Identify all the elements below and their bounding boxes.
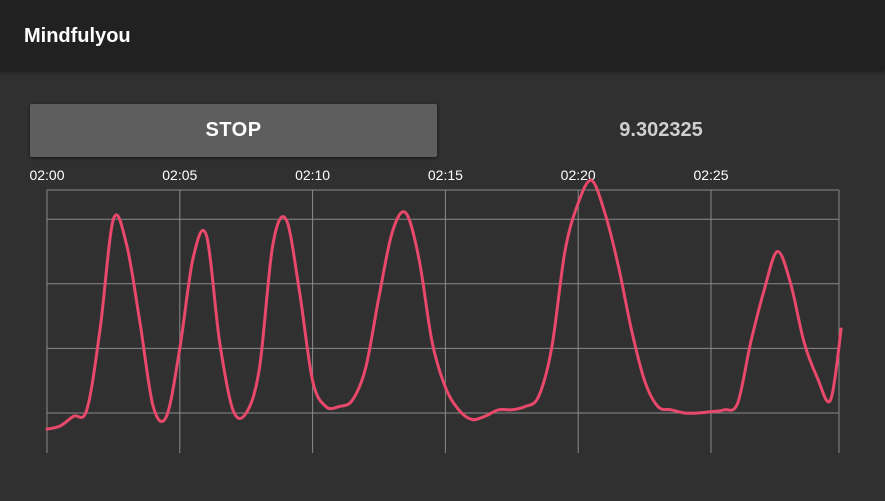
x-tick-label: 02:15 — [428, 167, 463, 183]
app-title: Mindfulyou — [24, 25, 131, 47]
x-tick-label: 02:10 — [295, 167, 330, 183]
value-readout: 9.302325 — [619, 119, 703, 141]
x-tick-label: 02:05 — [162, 167, 197, 183]
x-tick-label: 02:25 — [693, 167, 728, 183]
series-line-0 — [45, 178, 843, 431]
x-tick-label: 02:20 — [561, 167, 596, 183]
x-tick-label: 02:00 — [29, 167, 64, 183]
stop-button[interactable]: STOP — [30, 104, 437, 157]
app-bar: Mindfulyou — [0, 0, 885, 70]
